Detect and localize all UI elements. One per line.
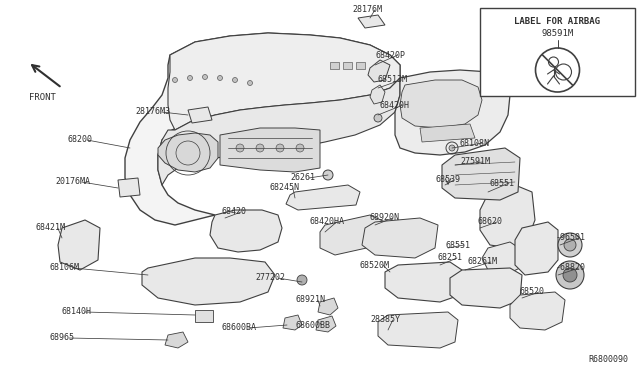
Text: 68261M: 68261M — [468, 257, 498, 266]
Text: 68539: 68539 — [435, 176, 460, 185]
Text: 28385Y: 28385Y — [370, 315, 400, 324]
Polygon shape — [358, 15, 385, 28]
Text: 68420H: 68420H — [380, 100, 410, 109]
Circle shape — [297, 275, 307, 285]
Polygon shape — [168, 33, 400, 130]
Text: 28176M: 28176M — [352, 6, 382, 15]
Text: LABEL FOR AIRBAG: LABEL FOR AIRBAG — [515, 17, 600, 26]
Text: 98591M: 98591M — [541, 29, 573, 38]
Text: FRONT: FRONT — [29, 93, 56, 103]
Polygon shape — [378, 312, 458, 348]
Bar — [480, 8, 635, 96]
Text: -68820: -68820 — [556, 263, 586, 273]
Polygon shape — [220, 128, 320, 172]
Circle shape — [188, 76, 193, 80]
Polygon shape — [482, 242, 522, 275]
Circle shape — [276, 144, 284, 152]
Text: 68921N: 68921N — [295, 295, 325, 305]
Text: 68600BA: 68600BA — [222, 324, 257, 333]
Text: 68513M: 68513M — [378, 76, 408, 84]
Text: 20176MA: 20176MA — [55, 177, 90, 186]
Bar — [195, 310, 213, 322]
Text: 68600BB: 68600BB — [295, 321, 330, 330]
Circle shape — [256, 144, 264, 152]
Polygon shape — [318, 298, 338, 315]
Circle shape — [248, 80, 253, 86]
Polygon shape — [370, 85, 385, 104]
Polygon shape — [362, 218, 438, 258]
Text: 68200: 68200 — [68, 135, 93, 144]
Circle shape — [558, 233, 582, 257]
Polygon shape — [283, 315, 302, 330]
Text: 68965: 68965 — [50, 334, 75, 343]
Text: 68520: 68520 — [520, 288, 545, 296]
Circle shape — [374, 114, 382, 122]
Polygon shape — [58, 220, 100, 270]
Circle shape — [173, 77, 177, 83]
Circle shape — [564, 239, 576, 251]
Text: 28176M3: 28176M3 — [135, 108, 170, 116]
Polygon shape — [450, 268, 522, 308]
Polygon shape — [510, 292, 565, 330]
Text: 68620: 68620 — [478, 218, 503, 227]
Polygon shape — [118, 178, 140, 197]
Text: 68551: 68551 — [445, 241, 470, 250]
Text: 68251: 68251 — [438, 253, 463, 263]
Polygon shape — [395, 70, 510, 155]
Text: 68108N: 68108N — [460, 138, 490, 148]
Text: 26261: 26261 — [290, 173, 315, 183]
Text: 68551: 68551 — [490, 179, 515, 187]
Circle shape — [563, 268, 577, 282]
Text: 277202: 277202 — [255, 273, 285, 282]
Polygon shape — [158, 133, 218, 172]
Text: 68245N: 68245N — [270, 183, 300, 192]
Circle shape — [323, 170, 333, 180]
Polygon shape — [400, 80, 482, 128]
Circle shape — [202, 74, 207, 80]
Text: 68420P: 68420P — [375, 51, 405, 60]
Polygon shape — [515, 222, 558, 275]
Circle shape — [232, 77, 237, 83]
Bar — [330, 62, 339, 69]
Text: R6800090: R6800090 — [588, 356, 628, 365]
Text: 68520M: 68520M — [360, 260, 390, 269]
Polygon shape — [286, 185, 360, 210]
Polygon shape — [480, 185, 535, 248]
Circle shape — [296, 144, 304, 152]
Circle shape — [556, 261, 584, 289]
Polygon shape — [210, 210, 282, 252]
Text: 27591M: 27591M — [460, 157, 490, 167]
Text: 68421M: 68421M — [35, 224, 65, 232]
Text: 68106M: 68106M — [50, 263, 80, 273]
Text: 68420: 68420 — [222, 208, 247, 217]
Polygon shape — [320, 215, 385, 255]
Circle shape — [236, 144, 244, 152]
Text: -96501: -96501 — [556, 234, 586, 243]
Polygon shape — [368, 60, 390, 82]
Polygon shape — [158, 78, 400, 185]
Circle shape — [218, 76, 223, 80]
Polygon shape — [142, 258, 275, 305]
Polygon shape — [385, 262, 462, 302]
Text: 68920N: 68920N — [370, 214, 400, 222]
Polygon shape — [316, 316, 336, 332]
Text: 68420HA: 68420HA — [310, 218, 345, 227]
Polygon shape — [125, 33, 400, 225]
Circle shape — [449, 145, 455, 151]
Text: 68140H: 68140H — [62, 308, 92, 317]
Polygon shape — [165, 332, 188, 348]
Bar — [356, 62, 365, 69]
Polygon shape — [188, 107, 212, 123]
Polygon shape — [420, 124, 475, 142]
Polygon shape — [442, 148, 520, 200]
Bar — [343, 62, 352, 69]
